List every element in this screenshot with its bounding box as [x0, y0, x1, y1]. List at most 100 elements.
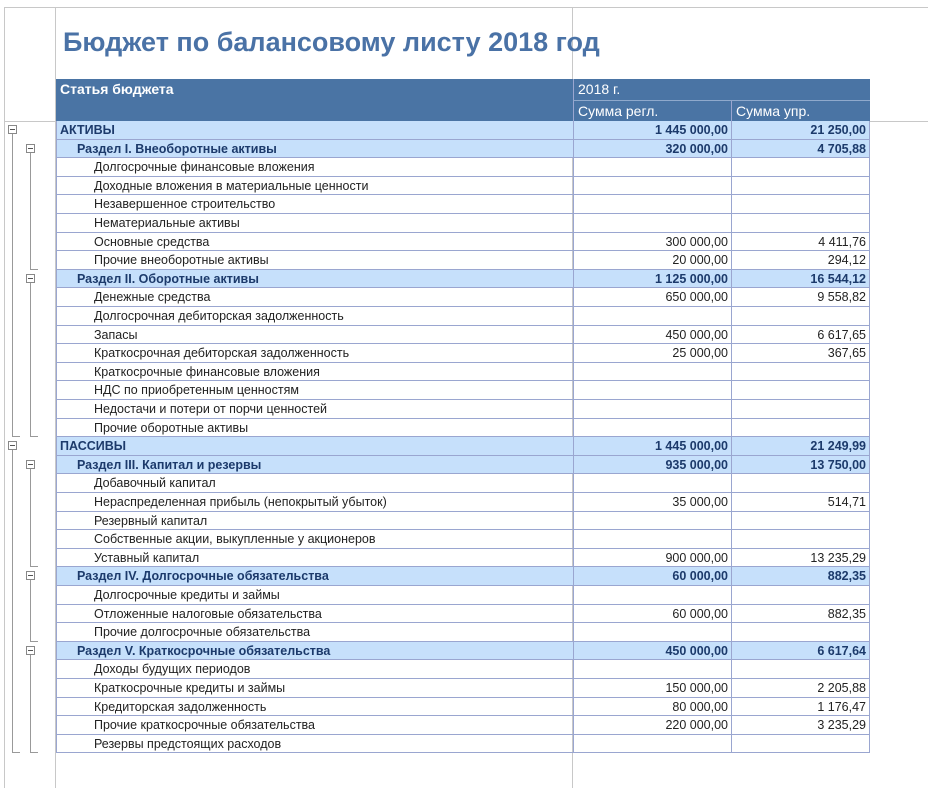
tree-line: [30, 436, 38, 438]
sum-upr-cell: 16 544,12: [731, 269, 870, 289]
collapse-toggle-icon[interactable]: [26, 273, 35, 283]
sum-upr-cell: 6 617,65: [731, 325, 870, 345]
row-label: НДС по приобретенным ценностям: [56, 381, 573, 400]
sum-regl-cell: 650 000,00: [573, 288, 731, 307]
sum-regl-cell: [573, 381, 731, 400]
group-row: АКТИВЫ 1 445 000,00 21 250,00: [56, 121, 870, 140]
row-label: Прочие оборотные активы: [56, 418, 573, 438]
table-row: Нематериальные активы: [56, 214, 870, 233]
tree-line: [12, 134, 13, 438]
sum-upr-cell: 514,71: [731, 493, 870, 512]
sum-upr-cell: 882,35: [731, 604, 870, 624]
row-label: Резервы предстоящих расходов: [56, 734, 573, 754]
collapse-toggle-icon[interactable]: [8, 441, 17, 451]
sum-upr-cell: 21 250,00: [731, 121, 870, 140]
sum-regl-cell: 1 125 000,00: [573, 269, 731, 289]
table-row: Прочие краткосрочные обязательства 220 00…: [56, 716, 870, 735]
sum-upr-cell: [731, 307, 870, 326]
sum-regl-cell: [573, 214, 731, 233]
collapse-toggle-icon[interactable]: [8, 125, 17, 134]
sum-regl-cell: [573, 623, 731, 642]
sum-regl-cell: [573, 418, 731, 438]
row-label: Нематериальные активы: [56, 214, 573, 233]
sum-upr-cell: 21 249,99: [731, 437, 870, 456]
sum-upr-cell: [731, 362, 870, 382]
sum-upr-cell: 13 750,00: [731, 455, 870, 475]
table-row: Незавершенное строительство: [56, 195, 870, 214]
sum-upr-cell: 2 205,88: [731, 679, 870, 698]
sum-regl-cell: 320 000,00: [573, 139, 731, 159]
tree-line: [30, 566, 38, 568]
tree-line: [30, 152, 31, 270]
table-row: Уставный капитал 900 000,00 13 235,29: [56, 548, 870, 568]
collapse-toggle-icon[interactable]: [26, 571, 35, 581]
sum-regl-cell: 20 000,00: [573, 251, 731, 270]
table-row: Собственные акции, выкупленные у акционе…: [56, 530, 870, 549]
table-row: Краткосрочная дебиторская задолженность 2…: [56, 344, 870, 363]
table-row: НДС по приобретенным ценностям: [56, 381, 870, 400]
table-row: Прочие оборотные активы: [56, 418, 870, 438]
row-label: Раздел I. Внеоборотные активы: [56, 139, 573, 159]
row-label: Долгосрочная дебиторская задолженность: [56, 307, 573, 326]
sum-regl-cell: [573, 176, 731, 196]
sum-regl-cell: [573, 474, 731, 493]
sum-upr-cell: 3 235,29: [731, 716, 870, 735]
table-row: Кредиторская задолженность 80 000,00 1 176…: [56, 697, 870, 717]
sum-regl-cell: 25 000,00: [573, 344, 731, 363]
group-row: Раздел II. Оборотные активы 1 125 000,00 1…: [56, 269, 870, 289]
sum-upr-cell: [731, 660, 870, 679]
row-label: Прочие внеоборотные активы: [56, 251, 573, 270]
table-row: Прочие долгосрочные обязательства: [56, 623, 870, 642]
sum-upr-cell: [731, 381, 870, 400]
table-row: Недостачи и потери от порчи ценностей: [56, 400, 870, 419]
sum-regl-cell: 1 445 000,00: [573, 121, 731, 140]
sum-upr-cell: [731, 623, 870, 642]
sum-regl-cell: [573, 195, 731, 214]
sum-regl-cell: [573, 586, 731, 605]
tree-line: [30, 468, 31, 568]
sum-regl-cell: [573, 158, 731, 177]
tree-line: [30, 268, 38, 270]
collapse-toggle-icon[interactable]: [26, 645, 35, 655]
row-label: Прочие краткосрочные обязательства: [56, 716, 573, 735]
sum-upr-cell: [731, 176, 870, 196]
sum-regl-cell: 35 000,00: [573, 493, 731, 512]
row-label: Кредиторская задолженность: [56, 697, 573, 717]
sum-upr-cell: 13 235,29: [731, 548, 870, 568]
row-label: Собственные акции, выкупленные у акционе…: [56, 530, 573, 549]
row-label: ПАССИВЫ: [56, 437, 573, 456]
header-article: Статья бюджета: [56, 79, 573, 121]
table-row: Доходы будущих периодов: [56, 660, 870, 679]
tree-line: [30, 640, 38, 642]
row-label: Доходные вложения в материальные ценност…: [56, 176, 573, 196]
tree-line: [30, 282, 31, 438]
row-label: Резервный капитал: [56, 511, 573, 531]
row-label: Раздел V. Краткосрочные обязательства: [56, 641, 573, 661]
group-row: Раздел I. Внеоборотные активы 320 000,00 4…: [56, 139, 870, 159]
sum-regl-cell: [573, 511, 731, 531]
tree-line: [30, 580, 31, 642]
gridline: [55, 7, 56, 788]
row-label: Уставный капитал: [56, 548, 573, 568]
gridline: [4, 7, 928, 8]
row-label: Краткосрочные финансовые вложения: [56, 362, 573, 382]
page-title: Бюджет по балансовому листу 2018 год: [63, 27, 600, 57]
sum-upr-cell: [731, 586, 870, 605]
row-label: Денежные средства: [56, 288, 573, 307]
tree-line: [12, 752, 20, 754]
row-label: Краткосрочные кредиты и займы: [56, 679, 573, 698]
sum-upr-cell: [731, 474, 870, 493]
collapse-toggle-icon[interactable]: [26, 143, 35, 153]
tree-line: [30, 654, 31, 754]
tree-line: [12, 436, 20, 438]
table-row: Краткосрочные финансовые вложения: [56, 362, 870, 382]
sum-regl-cell: 935 000,00: [573, 455, 731, 475]
table-row: Денежные средства 650 000,00 9 558,82: [56, 288, 870, 307]
sum-upr-cell: [731, 734, 870, 754]
collapse-toggle-icon[interactable]: [26, 459, 35, 469]
table-row: Прочие внеоборотные активы 20 000,00 294,1…: [56, 251, 870, 270]
tree-line: [30, 752, 38, 754]
sum-upr-cell: [731, 530, 870, 549]
sum-regl-cell: 150 000,00: [573, 679, 731, 698]
tree-line: [12, 450, 13, 754]
